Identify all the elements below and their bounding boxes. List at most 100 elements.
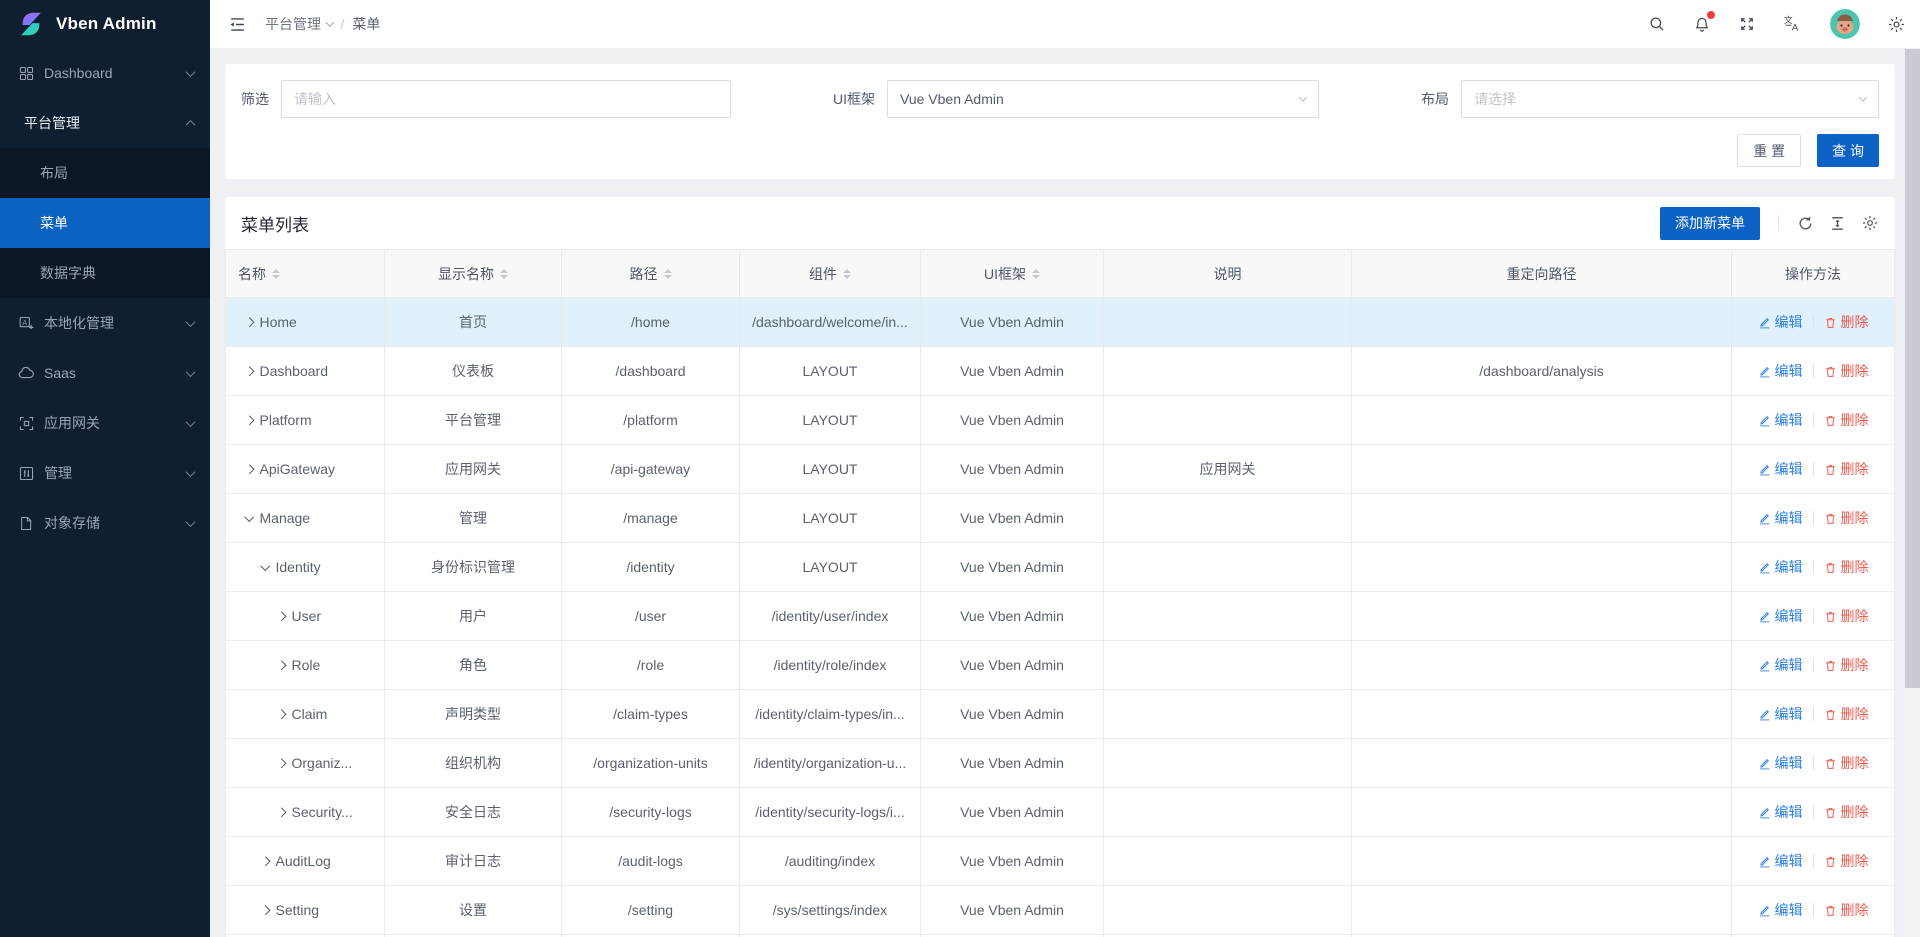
edit-button[interactable]: 编辑 [1758, 655, 1803, 675]
delete-button[interactable]: 删除 [1824, 802, 1869, 822]
sort-arrows-icon[interactable] [500, 268, 508, 279]
sidebar-item-object-storage[interactable]: 对象存储 [0, 498, 210, 548]
expand-caret-icon[interactable] [260, 905, 270, 915]
layout-select[interactable]: 请选择 [1461, 80, 1879, 118]
sidebar-item-localization[interactable]: A 本地化管理 [0, 298, 210, 348]
sidebar-item-manage[interactable]: 管理 [0, 448, 210, 498]
expand-caret-icon[interactable] [244, 511, 254, 522]
edit-button[interactable]: 编辑 [1758, 704, 1803, 724]
menu-fold-icon[interactable] [228, 15, 247, 34]
expand-caret-icon[interactable] [244, 415, 254, 425]
table-row[interactable]: Setting 设置/setting/sys/settings/index Vue … [225, 885, 1895, 935]
filter-keyword-input[interactable] [281, 80, 731, 118]
edit-button[interactable]: 编辑 [1758, 312, 1803, 332]
delete-button[interactable]: 删除 [1824, 410, 1869, 430]
sidebar-item-dictionary[interactable]: 数据字典 [0, 248, 210, 298]
delete-button[interactable]: 删除 [1824, 557, 1869, 577]
refresh-icon[interactable] [1797, 215, 1814, 232]
edit-button[interactable]: 编辑 [1758, 802, 1803, 822]
sidebar-item-platform[interactable]: 平台管理 [0, 98, 210, 148]
table-row[interactable]: Dashboard 仪表板/dashboard LAYOUT Vue Vben Adm… [225, 346, 1895, 396]
column-header-2[interactable]: 显示名称 [384, 249, 562, 298]
vertical-scrollbar[interactable] [1905, 49, 1920, 937]
expand-caret-icon[interactable] [244, 366, 254, 376]
user-avatar[interactable] [1830, 9, 1860, 39]
framework-select[interactable]: Vue Vben Admin [887, 80, 1319, 118]
sort-arrows-icon[interactable] [272, 268, 280, 279]
row-height-icon[interactable] [1829, 215, 1846, 232]
action-divider [1812, 658, 1814, 672]
sidebar-item-api-gateway[interactable]: 应用网关 [0, 398, 210, 448]
translate-icon[interactable]: 文 A [1783, 14, 1803, 34]
sort-arrows-icon[interactable] [843, 268, 851, 279]
edit-button[interactable]: 编辑 [1758, 361, 1803, 381]
cell-framework: Vue Vben Admin [920, 689, 1104, 739]
sidebar-item-menu[interactable]: 菜单 [0, 198, 210, 248]
delete-button[interactable]: 删除 [1824, 361, 1869, 381]
column-header-1[interactable]: 名称 [225, 249, 385, 298]
cell-framework: Vue Vben Admin [920, 885, 1104, 935]
fullscreen-icon[interactable] [1738, 15, 1756, 33]
search-icon[interactable] [1648, 15, 1666, 33]
edit-button[interactable]: 编辑 [1758, 900, 1803, 920]
table-row[interactable] [225, 934, 1895, 937]
edit-button[interactable]: 编辑 [1758, 459, 1803, 479]
table-row[interactable]: Identity 身份标识管理/identity LAYOUT Vue Vben Ad… [225, 542, 1895, 592]
table-row[interactable]: Security... 安全日志/security-logs/identity/s… [225, 787, 1895, 837]
delete-button[interactable]: 删除 [1824, 606, 1869, 626]
expand-caret-icon[interactable] [276, 807, 286, 817]
breadcrumb-item-platform[interactable]: 平台管理 [265, 14, 334, 34]
table-row[interactable]: Home 首页/home/dashboard/welcome/in... Vue V… [225, 297, 1895, 347]
column-header-5[interactable]: UI框架 [920, 249, 1104, 298]
settings-gear-icon[interactable] [1887, 15, 1906, 34]
edit-button[interactable]: 编辑 [1758, 508, 1803, 528]
app-logo[interactable]: Vben Admin [0, 0, 210, 48]
sidebar-item-layout[interactable]: 布局 [0, 148, 210, 198]
table-row[interactable]: AuditLog 审计日志/audit-logs/auditing/index Vu… [225, 836, 1895, 886]
delete-button[interactable]: 删除 [1824, 900, 1869, 920]
table-row[interactable]: Claim 声明类型/claim-types/identity/claim-typ… [225, 689, 1895, 739]
delete-button[interactable]: 删除 [1824, 851, 1869, 871]
expand-caret-icon[interactable] [244, 317, 254, 327]
table-row[interactable]: Manage 管理/manage LAYOUT Vue Vben Admin 编辑 删除 [225, 493, 1895, 543]
expand-caret-icon[interactable] [276, 709, 286, 719]
expand-caret-icon[interactable] [276, 611, 286, 621]
table-row[interactable]: ApiGateway 应用网关/api-gateway LAYOUT Vue Vben… [225, 444, 1895, 494]
expand-caret-icon[interactable] [276, 758, 286, 768]
table-row[interactable]: Platform 平台管理/platform LAYOUT Vue Vben Admi… [225, 395, 1895, 445]
edit-button[interactable]: 编辑 [1758, 753, 1803, 773]
notification-bell-icon[interactable] [1693, 11, 1715, 33]
delete-button[interactable]: 删除 [1824, 753, 1869, 773]
cell-description [1103, 493, 1352, 543]
column-settings-gear-icon[interactable] [1861, 214, 1879, 232]
delete-button[interactable]: 删除 [1824, 312, 1869, 332]
cell-display-name: 声明类型 [384, 689, 562, 739]
reset-button[interactable]: 重 置 [1737, 134, 1802, 167]
sort-arrows-icon[interactable] [1032, 268, 1040, 279]
delete-button[interactable]: 删除 [1824, 704, 1869, 724]
edit-button[interactable]: 编辑 [1758, 557, 1803, 577]
expand-caret-icon[interactable] [244, 464, 254, 474]
sidebar-item-dashboard[interactable]: Dashboard [0, 48, 210, 98]
column-header-3[interactable]: 路径 [561, 249, 740, 298]
scrollbar-thumb[interactable] [1905, 49, 1920, 689]
expand-caret-icon[interactable] [260, 560, 270, 571]
edit-button[interactable]: 编辑 [1758, 606, 1803, 626]
search-button[interactable]: 查 询 [1817, 134, 1879, 167]
sort-arrows-icon[interactable] [663, 268, 672, 279]
sidebar-item-saas[interactable]: Saas [0, 348, 210, 398]
breadcrumb-item-menu[interactable]: 菜单 [352, 16, 381, 32]
edit-button[interactable]: 编辑 [1758, 410, 1803, 430]
table-row[interactable]: User 用户/user/identity/user/index Vue Vben … [225, 591, 1895, 641]
delete-button[interactable]: 删除 [1824, 459, 1869, 479]
delete-button[interactable]: 删除 [1824, 508, 1869, 528]
table-row[interactable]: Role 角色/role/identity/role/index Vue Vben … [225, 640, 1895, 690]
edit-button[interactable]: 编辑 [1758, 851, 1803, 871]
column-header-4[interactable]: 组件 [739, 249, 921, 298]
delete-button[interactable]: 删除 [1824, 655, 1869, 675]
table-row[interactable]: Organiz... 组织机构/organization-units/identi… [225, 738, 1895, 788]
expand-caret-icon[interactable] [260, 856, 270, 866]
add-menu-button[interactable]: 添加新菜单 [1660, 206, 1760, 240]
expand-caret-icon[interactable] [276, 660, 286, 670]
